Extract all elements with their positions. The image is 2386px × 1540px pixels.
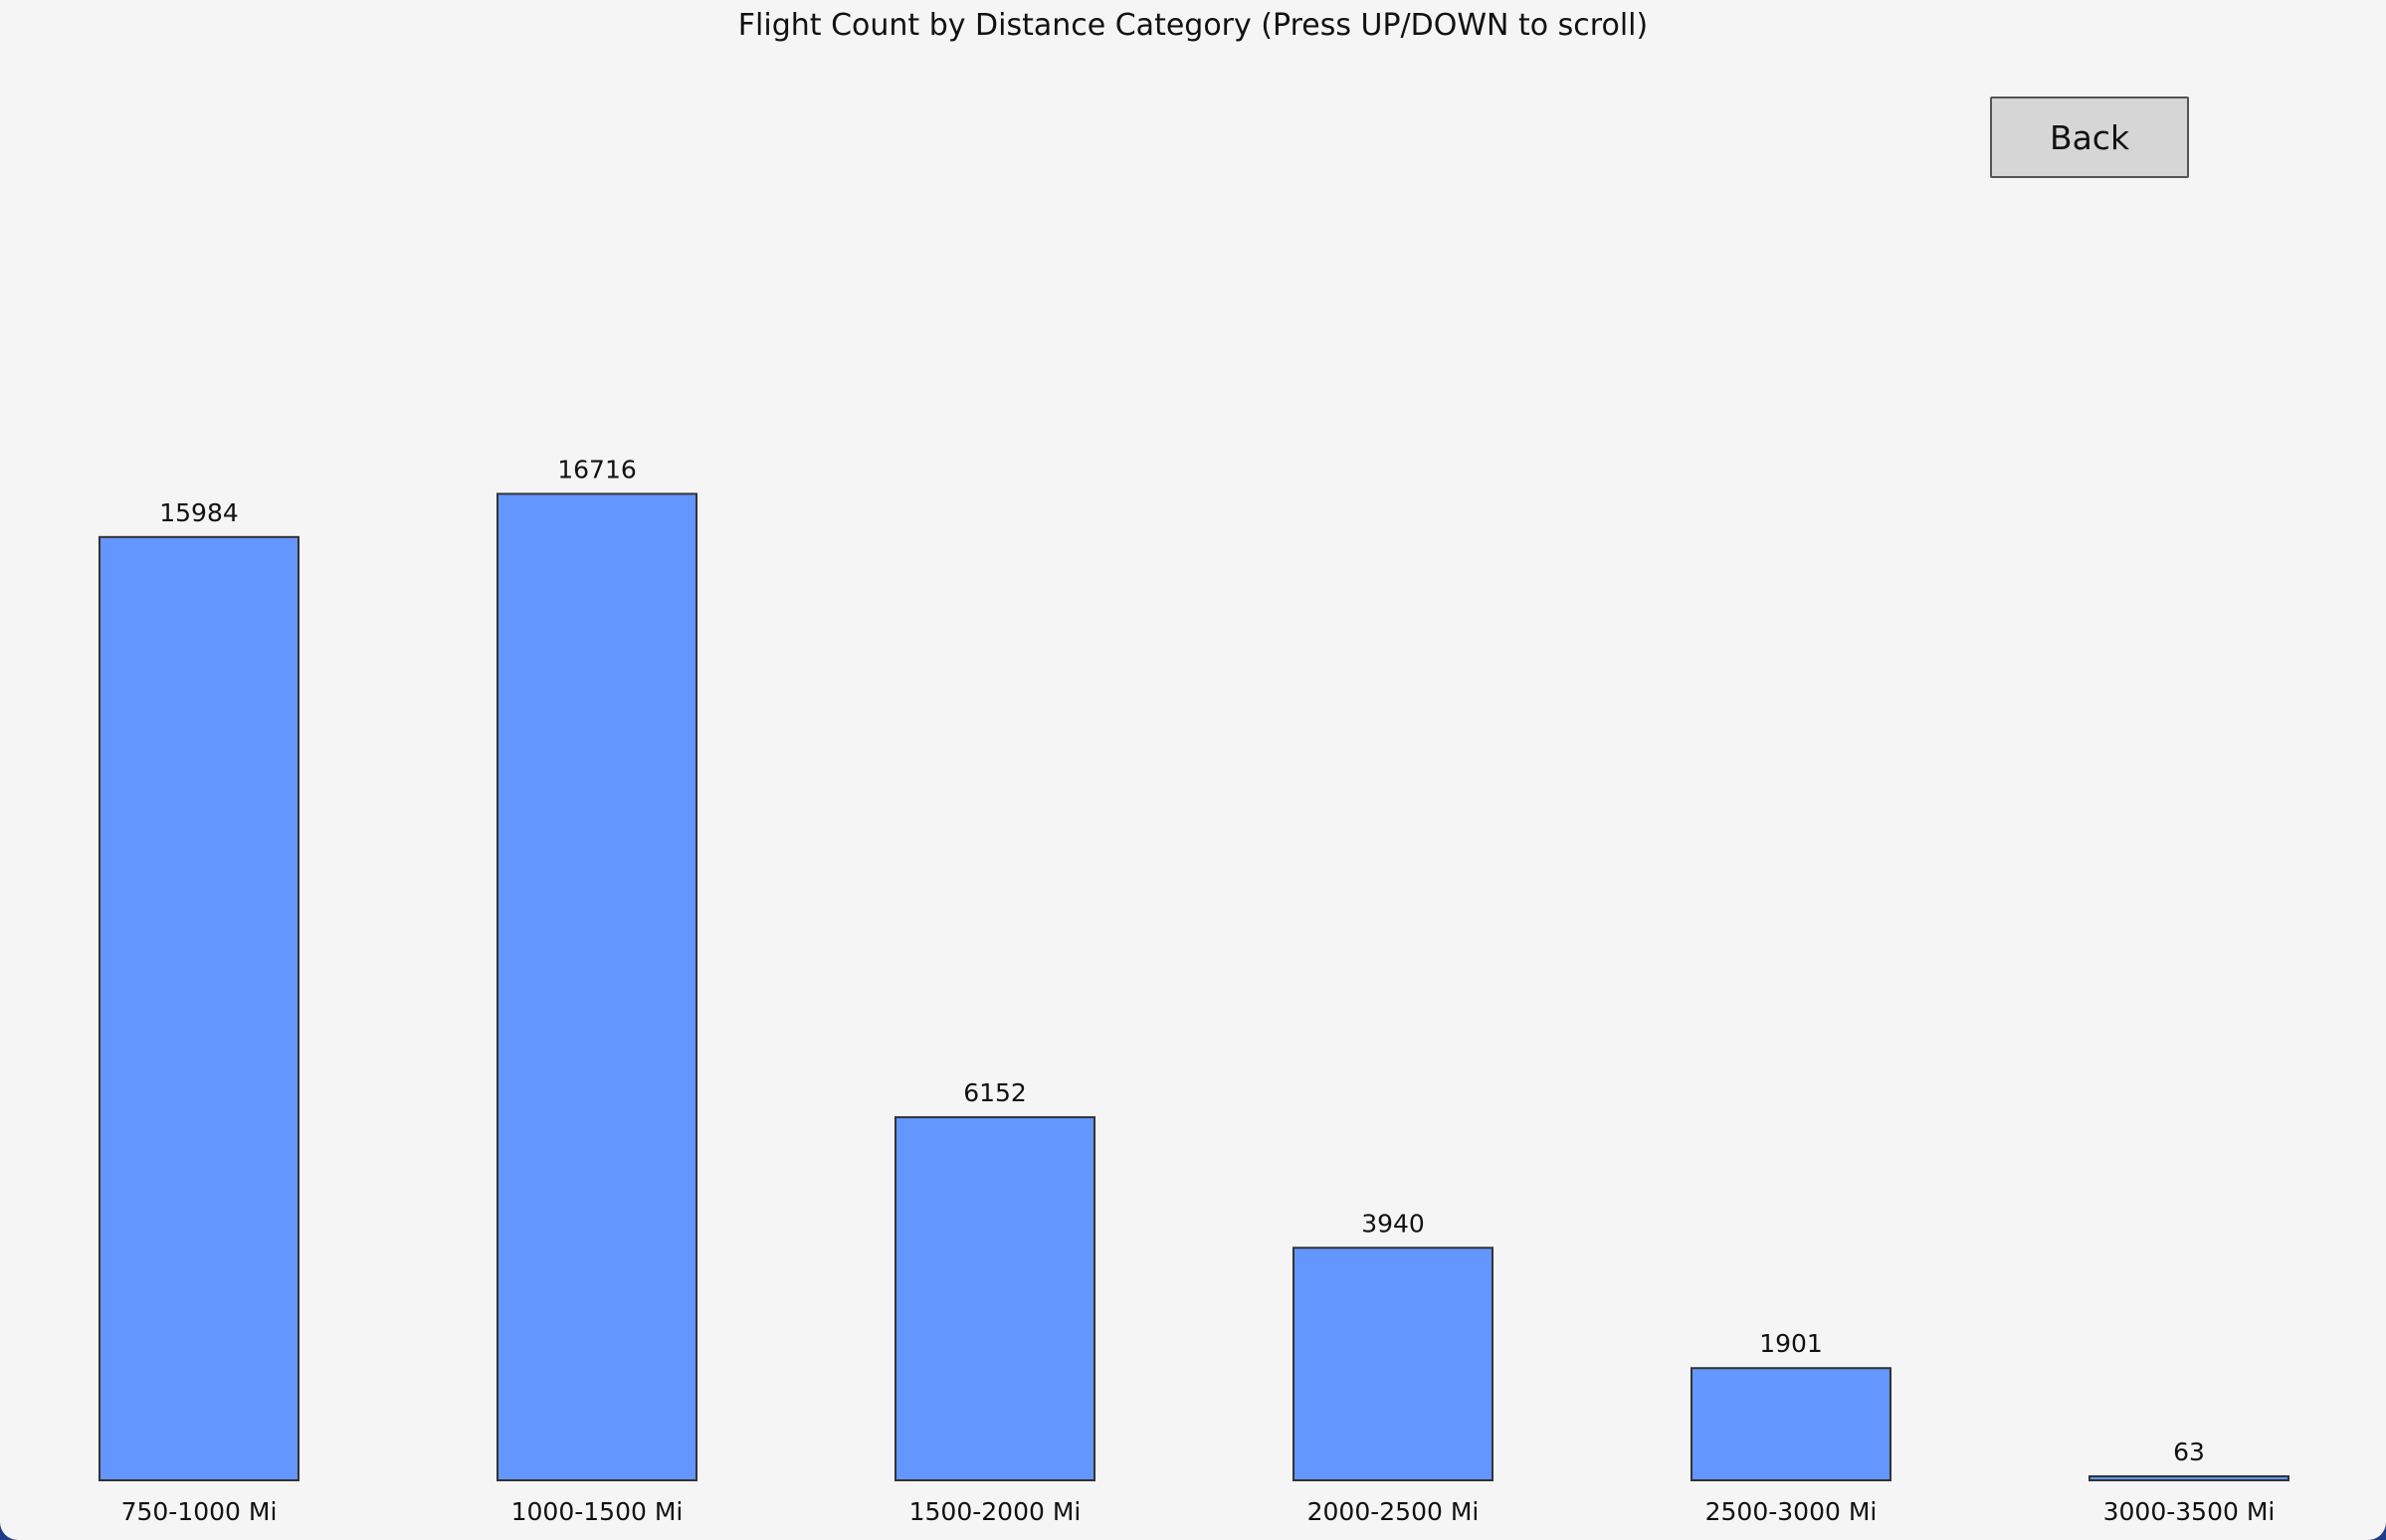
category-label-2: 1500-2000 Mi (909, 1497, 1082, 1526)
bar-value-label-0: 15984 (159, 498, 239, 527)
category-label-1: 1000-1500 Mi (511, 1497, 684, 1526)
bar-value-label-5: 63 (2173, 1438, 2205, 1466)
bar-value-label-1: 16716 (557, 455, 637, 483)
category-label-4: 2500-3000 Mi (1705, 1497, 1878, 1526)
bar-5 (2088, 1475, 2289, 1481)
bar-1 (497, 492, 697, 1482)
category-label-0: 750-1000 Mi (121, 1497, 278, 1526)
bar-value-label-4: 1901 (1759, 1329, 1823, 1358)
bar-0 (99, 535, 299, 1481)
category-label-3: 2000-2500 Mi (1307, 1497, 1480, 1526)
bar-4 (1690, 1367, 1891, 1481)
bar-2 (895, 1116, 1095, 1481)
bar-value-label-3: 3940 (1361, 1209, 1425, 1238)
bar-3 (1292, 1247, 1493, 1481)
bar-value-label-2: 6152 (963, 1078, 1027, 1107)
back-button[interactable]: Back (1990, 96, 2189, 178)
chart-title: Flight Count by Distance Category (Press… (737, 8, 1649, 43)
category-label-5: 3000-3500 Mi (2103, 1497, 2276, 1526)
